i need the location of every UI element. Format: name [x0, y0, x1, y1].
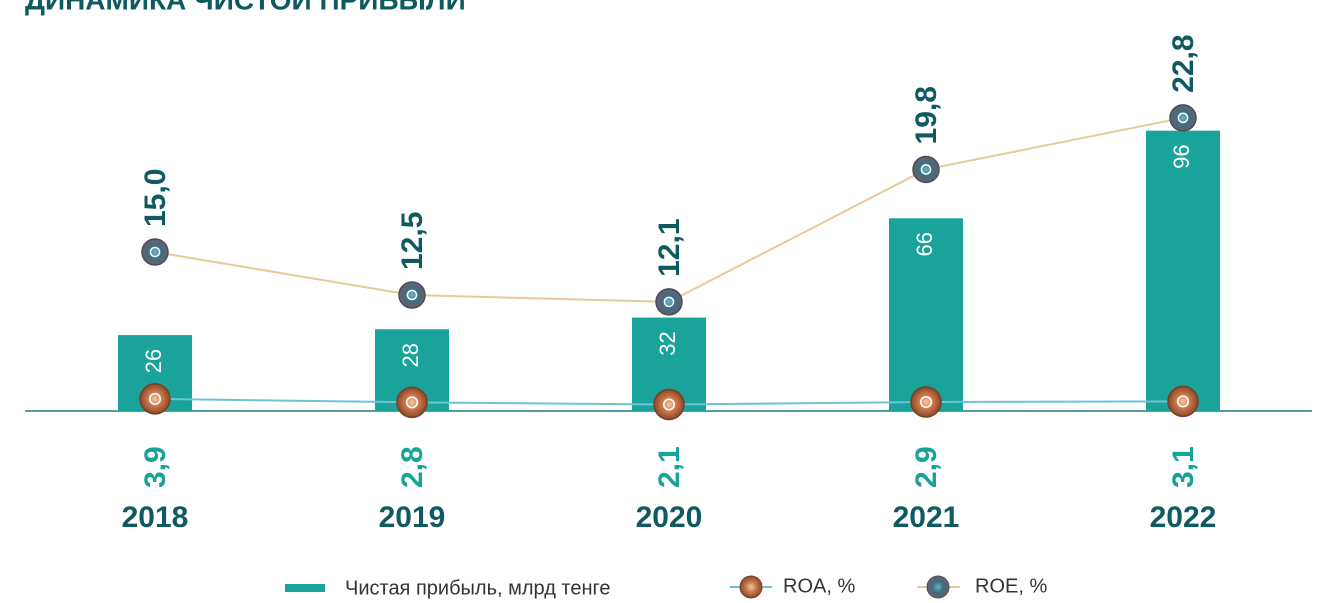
roe-value-label: 12,1	[653, 218, 686, 276]
roa-marker	[139, 383, 171, 415]
chart-title: ДИНАМИКА ЧИСТОЙ ПРИБЫЛИ	[25, 0, 466, 15]
roe-marker	[398, 281, 426, 309]
roa-value-label: 3,1	[1167, 446, 1200, 488]
legend-label: ROA, %	[783, 575, 855, 597]
roa-marker	[910, 386, 942, 418]
roa-value-label: 2,8	[396, 446, 429, 488]
roe-marker	[655, 288, 683, 316]
bar-value-label: 26	[141, 349, 166, 373]
bar	[1146, 130, 1220, 411]
bar-value-label: 66	[912, 232, 937, 256]
legend-label: Чистая прибыль, млрд тенге	[345, 577, 611, 599]
roe-marker	[1169, 104, 1197, 132]
roa-value-label: 3,9	[139, 446, 172, 488]
roa-marker	[396, 386, 428, 419]
x-tick-label: 2021	[893, 501, 960, 534]
legend-label: ROE, %	[975, 575, 1047, 597]
x-tick-label: 2020	[636, 501, 703, 534]
bar	[889, 218, 963, 411]
roa-marker	[653, 388, 685, 421]
legend-marker	[739, 575, 763, 599]
x-tick-label: 2018	[122, 501, 189, 534]
legend-swatch	[285, 584, 325, 592]
roa-marker	[1167, 385, 1199, 418]
roe-value-label: 15,0	[139, 169, 172, 227]
roe-value-label: 19,8	[910, 86, 943, 144]
roe-value-label: 22,8	[1167, 34, 1200, 92]
legend-marker	[926, 575, 950, 599]
roa-value-label: 2,9	[910, 446, 943, 488]
x-tick-label: 2019	[379, 501, 446, 534]
bar-value-label: 28	[398, 343, 423, 367]
bar-value-label: 32	[655, 331, 680, 355]
roe-marker	[141, 238, 169, 266]
bar-value-label: 96	[1169, 144, 1194, 168]
roe-marker	[912, 155, 940, 184]
roa-value-label: 2,1	[653, 446, 686, 488]
roe-value-label: 12,5	[396, 212, 429, 270]
x-tick-label: 2022	[1150, 501, 1217, 534]
